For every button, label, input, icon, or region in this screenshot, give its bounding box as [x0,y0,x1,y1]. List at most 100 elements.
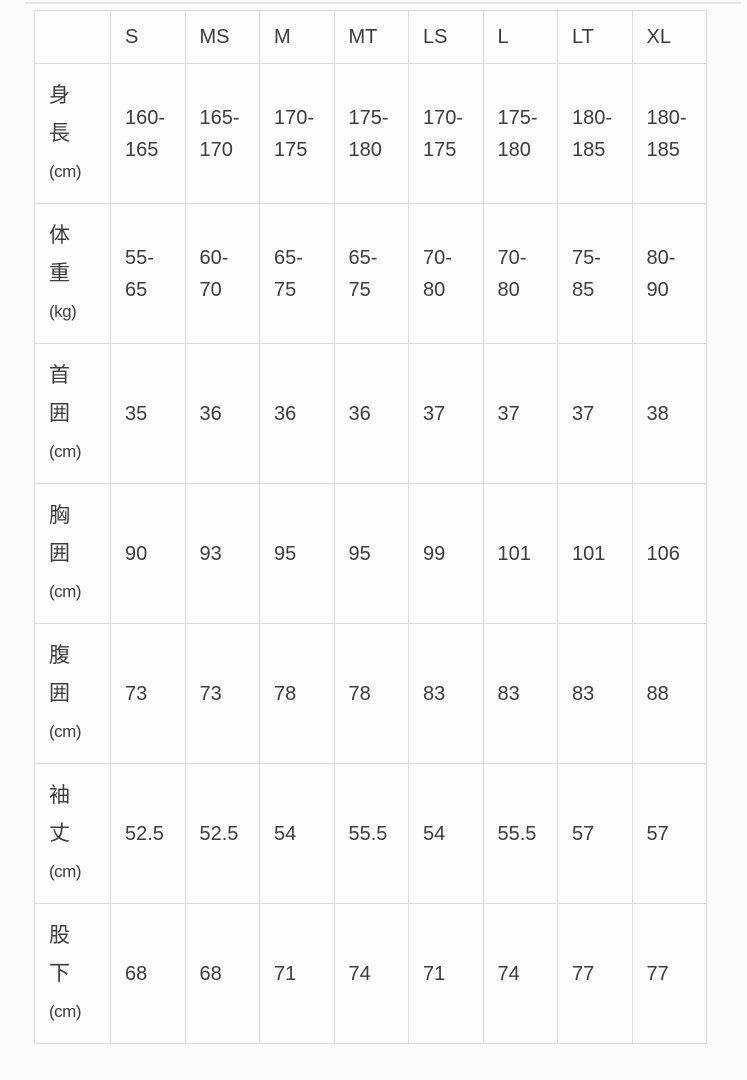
measurement-value: 73 [199,682,222,705]
measurement-value: 65-75 [348,246,378,301]
measurement-cell: 36 [259,343,335,484]
measurement-cell: 54 [259,763,335,904]
measurement-cell: 175-180 [333,63,409,204]
measurement-row: 腹 囲 (cm) 73 73 78 78 83 83 83 88 [34,623,707,764]
measurement-value: 170-175 [274,106,315,161]
row-label-kanji: 腹 囲 [49,643,70,705]
row-label-kanji: 身 長 [49,83,70,145]
measurement-value: 52.5 [125,822,164,845]
measurement-value: 37 [572,402,595,425]
measurement-value: 83 [572,682,595,705]
row-label: 首 囲 (cm) [34,343,111,484]
measurement-value: 37 [423,402,446,425]
measurement-value: 70-80 [497,246,527,301]
row-label-unit: (cm) [49,161,81,181]
measurement-value: 170-175 [423,106,464,161]
measurement-cell: 57 [631,763,707,904]
row-label: 股 下 (cm) [34,903,111,1044]
measurement-row: 股 下 (cm) 68 68 71 74 71 74 77 77 [34,903,707,1044]
measurement-value: 73 [125,682,148,705]
size-chart-table: S MS M MT LS L LT XL 身 長 (cm) 160-165 165-170 170-1… [34,10,707,1044]
measurement-value: 78 [348,682,371,705]
measurement-cell: 101 [557,483,633,624]
measurement-cell: 52.5 [184,763,260,904]
row-label-unit: (cm) [49,1001,81,1021]
measurement-value: 93 [199,542,222,565]
measurement-cell: 70-80 [408,203,484,344]
measurement-row: 胸 囲 (cm) 90 93 95 95 99 101 101 106 [34,483,707,624]
size-column-header-l: L [482,10,558,64]
measurement-value: 74 [348,962,371,985]
measurement-value: 60-70 [199,246,229,301]
measurement-value: 180-185 [646,106,687,161]
size-column-header-lt: LT [557,10,633,64]
measurement-value: 83 [423,682,446,705]
row-label-kanji: 胸 囲 [49,503,70,565]
row-label-unit: (cm) [49,581,81,601]
measurement-cell: 71 [408,903,484,1044]
measurement-cell: 180-185 [557,63,633,204]
measurement-cell: 70-80 [482,203,558,344]
measurement-value: 175-180 [497,106,538,161]
measurement-value: 36 [199,402,222,425]
measurement-cell: 35 [110,343,186,484]
measurement-cell: 74 [333,903,409,1044]
size-header-row: S MS M MT LS L LT XL [34,10,707,64]
row-label-unit: (cm) [49,441,81,461]
measurement-row: 首 囲 (cm) 35 36 36 36 37 37 37 38 [34,343,707,484]
measurement-cell: 36 [184,343,260,484]
measurement-value: 71 [423,962,446,985]
size-column-header-xl: XL [631,10,707,64]
measurement-row: 袖 丈 (cm) 52.5 52.5 54 55.5 54 55.5 57 57 [34,763,707,904]
row-label-kanji: 袖 丈 [49,783,70,845]
measurement-value: 106 [646,542,680,565]
measurement-value: 180-185 [572,106,613,161]
measurement-cell: 175-180 [482,63,558,204]
measurement-value: 57 [646,822,669,845]
measurement-value: 55.5 [348,822,388,845]
measurement-value: 55.5 [497,822,537,845]
measurement-cell: 68 [110,903,186,1044]
measurement-value: 88 [646,682,669,705]
measurement-cell: 101 [482,483,558,624]
measurement-cell: 78 [259,623,335,764]
measurement-value: 95 [274,542,297,565]
measurement-cell: 68 [184,903,260,1044]
top-crop-line [25,2,741,4]
row-label-unit: (kg) [49,301,77,321]
row-label-kanji: 股 下 [49,923,70,985]
measurement-cell: 170-175 [259,63,335,204]
measurement-value: 36 [274,402,297,425]
measurement-cell: 99 [408,483,484,624]
measurement-cell: 36 [333,343,409,484]
measurement-cell: 55.5 [482,763,558,904]
measurement-value: 80-90 [646,246,676,301]
measurement-cell: 77 [631,903,707,1044]
measurement-value: 54 [423,822,446,845]
row-label-kanji: 首 囲 [49,363,70,425]
row-label: 胸 囲 (cm) [34,483,111,624]
row-label: 体 重 (kg) [34,203,111,344]
row-label-kanji: 体 重 [49,223,70,285]
measurement-value: 101 [572,542,606,565]
measurement-cell: 60-70 [184,203,260,344]
measurement-value: 68 [125,962,148,985]
measurement-cell: 75-85 [557,203,633,344]
measurement-cell: 38 [631,343,707,484]
measurement-cell: 90 [110,483,186,624]
measurement-value: 74 [497,962,520,985]
measurement-cell: 52.5 [110,763,186,904]
measurement-value: 75-85 [572,246,601,301]
size-column-header-mt: MT [333,10,409,64]
measurement-cell: 83 [408,623,484,764]
row-label-unit: (cm) [49,861,81,881]
measurement-value: 38 [646,402,669,425]
measurement-cell: 71 [259,903,335,1044]
measurement-value: 160-165 [125,106,166,161]
measurement-value: 90 [125,542,148,565]
measurement-value: 52.5 [199,822,239,845]
measurement-row: 体 重 (kg) 55-65 60-70 65-75 65-75 70-80 70-80 75-… [34,203,707,344]
measurement-cell: 73 [184,623,260,764]
measurement-value: 71 [274,962,297,985]
